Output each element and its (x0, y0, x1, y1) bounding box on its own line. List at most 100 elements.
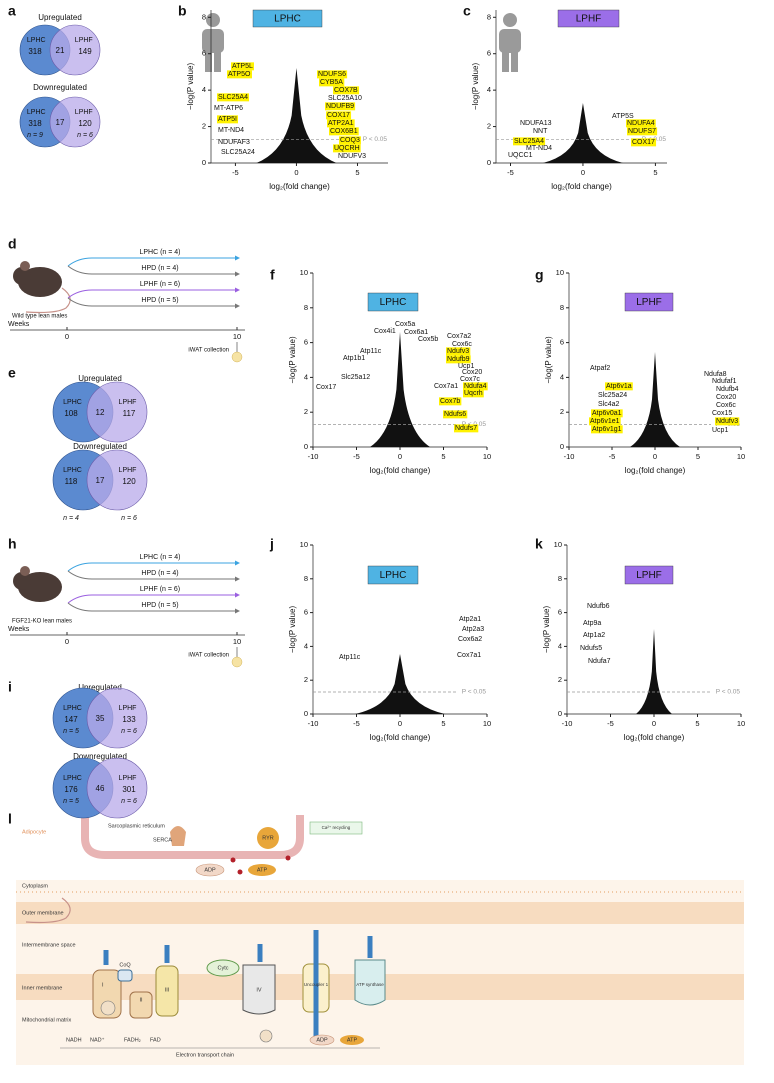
venn-count: 318 (28, 119, 42, 128)
gene-label: NNT (533, 128, 548, 135)
label: ATP (257, 867, 268, 873)
label: Outer membrane (22, 910, 64, 916)
x-tick-label: 5 (441, 719, 445, 728)
label: Ca²⁺ recycling (322, 825, 351, 830)
label: Inner membrane (22, 985, 62, 991)
venn-title: Downregulated (73, 442, 127, 451)
y-tick-label: 0 (558, 709, 562, 718)
venn-count: 149 (78, 47, 92, 56)
venn-n: n = 6 (121, 798, 137, 805)
venn-count: 17 (96, 476, 105, 485)
venn-circle (86, 687, 148, 749)
group-line (67, 297, 235, 307)
label: ATP (347, 1037, 358, 1043)
y-axis-label: −log(P value) (542, 606, 551, 654)
venn-circle (86, 757, 148, 819)
group-label: HPD (n = 5) (141, 602, 178, 609)
y-axis-label: −log(P value) (288, 606, 297, 654)
x-tick-label: 0 (294, 168, 298, 177)
gene-highlight (325, 102, 356, 111)
point-cloud (636, 629, 672, 714)
y-tick-label: 6 (304, 338, 308, 347)
label: NAD⁺ (90, 1036, 105, 1043)
y-tick-label: 10 (556, 268, 564, 277)
gene-label: Atp1b1 (343, 355, 365, 362)
y-axis-label: −log(P value) (471, 63, 480, 111)
gene-label: Atp6v0a1 (592, 410, 622, 417)
y-tick-label: 4 (304, 372, 308, 381)
venn-count: 133 (122, 715, 136, 724)
venn-n: n = 9 (27, 132, 43, 139)
label: CoQ (119, 962, 131, 968)
y-tick-label: 0 (304, 709, 308, 718)
group-tag (624, 565, 674, 585)
venn-n: n = 5 (63, 728, 79, 735)
y-tick-label: 2 (304, 407, 308, 416)
group-tag-label: LPHF (636, 570, 662, 581)
panel-letter: j (269, 536, 274, 552)
venn-label: LPHF (75, 37, 93, 44)
gene-highlight (327, 119, 355, 128)
label: Electron transport chain (176, 1052, 234, 1058)
gene-label: Ndufs7 (455, 425, 477, 432)
panel-letter: d (8, 236, 17, 252)
venn-count: 318 (28, 47, 42, 56)
group-label: LPHC (n = 4) (139, 249, 180, 256)
gene-highlight (715, 417, 740, 426)
human-icon (202, 13, 521, 72)
gene-label: Cox6a1 (404, 329, 428, 336)
tick-label: 0 (65, 637, 69, 646)
group-label: LPHF (n = 6) (140, 586, 180, 593)
label: Sarcoplasmic reticulum (108, 823, 165, 829)
point-cloud (630, 352, 680, 447)
group-line (67, 562, 235, 572)
venn-label: LPHC (63, 775, 82, 782)
mouse-icon (13, 261, 71, 314)
gene-highlight (319, 78, 345, 87)
mouse-label: Wild type lean males (12, 314, 67, 320)
gene-label: Atp6v1g1 (592, 426, 622, 433)
diagram-labels: Adipocyte Sarcoplasmic reticulum SERCA R… (22, 823, 384, 1058)
gene-label: Cox15 (712, 410, 732, 417)
gene-highlight (627, 127, 658, 136)
gene-label: Ucp1 (458, 363, 474, 370)
y-tick-label: 6 (304, 608, 308, 617)
fat-icon (231, 351, 243, 363)
venn-label: LPHF (75, 109, 93, 116)
gene-label: Ndufs5 (580, 645, 602, 652)
y-tick-label: 4 (202, 85, 206, 94)
gene-label: Ndufa8 (704, 371, 727, 378)
mouse-tail (25, 287, 71, 314)
gene-label: Cox20 (462, 369, 482, 376)
venn-label: LPHC (27, 109, 46, 116)
group-tag-label: LPHC (380, 297, 407, 308)
x-tick-label: 5 (695, 719, 699, 728)
y-tick-label: 2 (304, 675, 308, 684)
gene-label: SLC25A24 (221, 149, 255, 156)
y-tick-label: 2 (487, 122, 491, 131)
gene-highlight (333, 144, 361, 153)
gene-label: Atp11c (339, 654, 361, 661)
gene-label: MT-ATP6 (214, 105, 243, 112)
group-label: HPD (n = 5) (141, 297, 178, 304)
group-tag (252, 9, 323, 28)
panel-letter: l (8, 811, 12, 827)
group-tag-label: LPHC (380, 570, 407, 581)
venn-n: n = 6 (121, 515, 137, 522)
arrow-head (235, 608, 240, 614)
x-tick-label: 0 (652, 719, 656, 728)
gene-label: Ucp1 (712, 427, 728, 434)
gene-label: NDUFV3 (338, 153, 366, 160)
venn-count: 35 (96, 714, 105, 723)
y-tick-label: 4 (560, 372, 564, 381)
panel-letter: a (8, 3, 16, 19)
y-tick-label: 4 (558, 641, 562, 650)
y-tick-label: 4 (487, 85, 491, 94)
mouse-label: FGF21-KO lean males (12, 619, 72, 625)
y-tick-label: 6 (560, 338, 564, 347)
venn-count: 301 (122, 785, 136, 794)
panel-letter: c (463, 3, 471, 19)
venn-circle (49, 96, 101, 148)
mouse-ear (20, 261, 30, 271)
venn-count: 17 (56, 118, 65, 127)
